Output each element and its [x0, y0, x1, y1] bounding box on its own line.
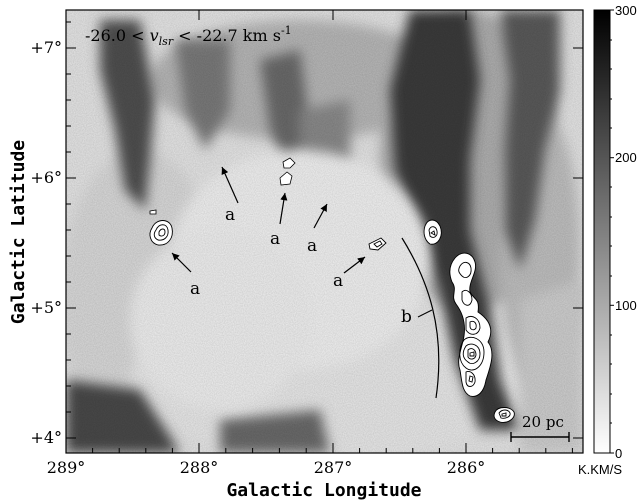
velocity-range-label: -26.0 < vlsr < -22.7 km s-1: [85, 24, 292, 48]
feature-b-label: b: [401, 307, 412, 327]
map-frame: [65, 9, 584, 454]
colorbar-tick-label: 300: [615, 3, 637, 18]
feature-b-arc: [401, 237, 440, 399]
scale-bar: [510, 432, 570, 442]
map-image: [66, 10, 583, 453]
feature-a-label-4: a: [333, 271, 343, 291]
feature-b-pointer: [417, 309, 433, 318]
colorbar-tick-label: 100: [615, 298, 637, 313]
colorbar-unit-label: K.KM/S: [578, 462, 622, 477]
feature-a-label-3: a: [307, 236, 317, 256]
x-tick-label: 288°: [180, 458, 219, 477]
feature-a-label-5: a: [190, 279, 200, 299]
scale-bar-label: 20 pc: [522, 413, 564, 431]
feature-a-label-2: a: [270, 229, 280, 249]
x-tick-label: 286°: [447, 458, 486, 477]
y-tick-label: +6°: [30, 168, 62, 187]
y-tick-label: +4°: [30, 428, 62, 447]
contour-clumps: [149, 219, 515, 423]
x-tick-label: 289°: [47, 458, 86, 477]
x-tick-label: 287°: [314, 458, 353, 477]
y-axis-title: Galactic Latitude: [8, 140, 29, 324]
colorbar-tick-label: 0: [615, 446, 622, 461]
y-tick-label: +5°: [30, 298, 62, 317]
colorbar: 300 200 100 0 K.KM/S: [578, 3, 637, 477]
feature-a-label-1: a: [225, 205, 235, 225]
axis-ticks: [65, 10, 583, 453]
x-axis-title: Galactic Longitude: [226, 480, 421, 501]
y-tick-label: +7°: [30, 38, 62, 57]
colorbar-tick-label: 200: [615, 150, 637, 165]
feature-a-arrows: [171, 166, 366, 274]
